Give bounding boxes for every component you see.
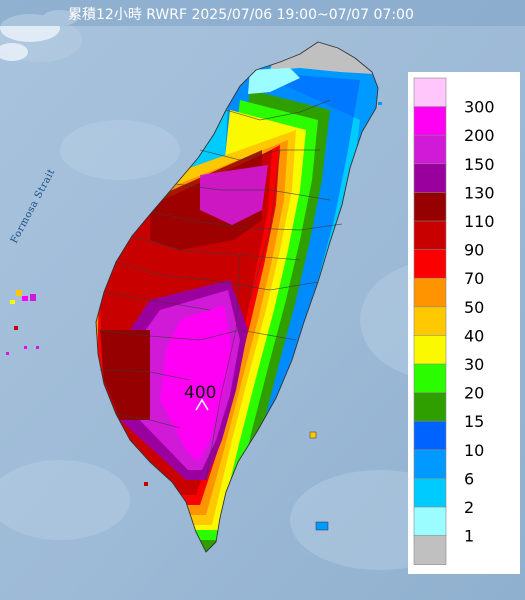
legend-label: 6 [464,469,474,488]
legend-swatch [413,306,447,337]
county-boundaries [97,99,343,481]
legend-label: 150 [464,155,495,174]
legend-label: 50 [464,298,484,317]
map-title: 累積12小時 RWRF 2025/07/06 19:00~07/07 07:00 [68,7,414,23]
max-value-label: 400 [184,383,216,403]
legend-swatch [413,106,447,136]
legend-label: 30 [464,355,484,374]
orchid-island [315,521,329,531]
legend-swatch [413,392,447,422]
legend-swatch [413,77,447,108]
legend-swatch [413,363,447,394]
legend-label: 40 [464,326,484,345]
legend-label: 15 [464,412,484,431]
band-110-southwest [100,330,150,420]
legend-swatch [413,420,447,451]
legend-label: 20 [464,384,484,403]
legend-swatch [413,249,447,279]
legend-swatch [413,506,447,537]
legend-swatch [413,220,447,251]
legend-label: 1 [464,527,474,546]
green-island [309,431,317,439]
penghu-islands [6,290,39,355]
legend-swatch [413,449,447,480]
band-200 [160,305,232,462]
band-150-central [200,165,268,225]
legend-label: 200 [464,126,495,145]
legend-swatch [413,277,447,308]
north-light-cyan [248,68,300,94]
max-marker [195,398,209,411]
legend-swatch [413,478,447,508]
legend-swatch [413,192,447,222]
legend-label: 300 [464,98,495,117]
guishan-island [378,102,382,105]
legend-swatch [413,535,447,565]
legend-swatch [413,134,447,165]
legend-label: 130 [464,183,495,202]
legend-label: 2 [464,498,474,517]
liuqiu-island [144,482,148,486]
island-outline [95,41,379,553]
title-bar [0,0,525,26]
legend-label: 10 [464,441,484,460]
legend-swatch [413,163,447,194]
legend-label: 110 [464,212,495,231]
legend-label: 90 [464,241,484,260]
legend: 300 200 150 130 110 90 70 50 40 30 20 15 10 6 2 1 [408,72,520,574]
legend-label: 70 [464,269,484,288]
legend-swatch [413,335,447,365]
